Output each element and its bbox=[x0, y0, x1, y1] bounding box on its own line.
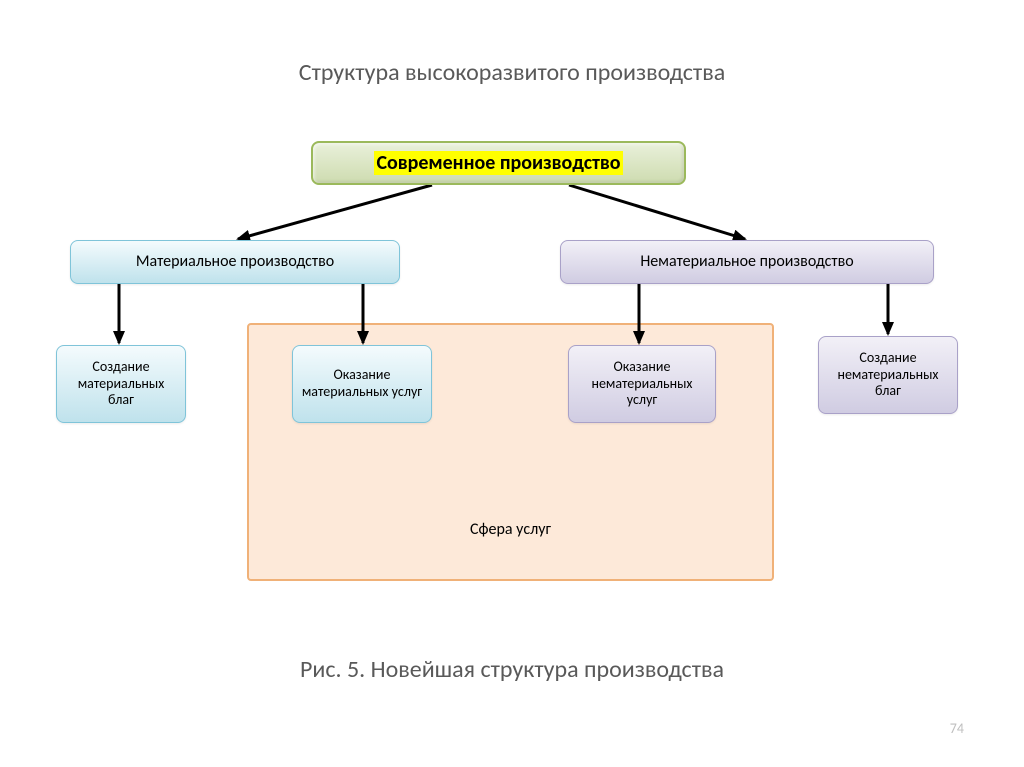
nonmaterial-node: Нематериальное производство bbox=[560, 240, 934, 284]
page-number: 74 bbox=[950, 720, 964, 737]
material-node: Материальное производство bbox=[70, 240, 400, 284]
material-node-label: Материальное производство bbox=[136, 252, 334, 271]
material-goods-label: Создание материальных благ bbox=[65, 359, 177, 409]
figure-caption: Рис. 5. Новейшая структура производства bbox=[0, 655, 1024, 684]
page-title: Структура высокоразвитого производства bbox=[0, 58, 1024, 87]
material-goods-node: Создание материальных благ bbox=[56, 345, 186, 423]
root-node-label: Современное производство bbox=[374, 151, 622, 175]
root-node: Современное производство bbox=[311, 141, 686, 185]
nonmaterial-node-label: Нематериальное производство bbox=[640, 252, 853, 271]
service-sphere-label: Сфера услуг bbox=[249, 520, 772, 539]
material-services-node: Оказание материальных услуг bbox=[292, 345, 432, 423]
nonmaterial-goods-label: Создание нематериальных благ bbox=[827, 350, 949, 400]
material-services-label: Оказание материальных услуг bbox=[301, 367, 423, 401]
nonmaterial-goods-node: Создание нематериальных благ bbox=[818, 336, 958, 414]
nonmaterial-services-label: Оказание нематериальных услуг bbox=[577, 359, 707, 409]
nonmaterial-services-node: Оказание нематериальных услуг bbox=[568, 345, 716, 423]
